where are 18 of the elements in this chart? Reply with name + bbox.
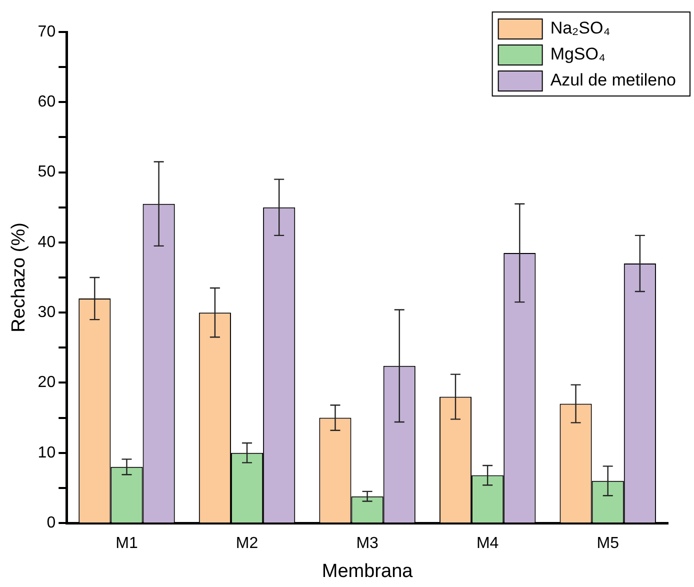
y-tick-label: 50 xyxy=(38,164,56,181)
y-tick-label: 60 xyxy=(38,94,56,111)
x-axis-title: Membrana xyxy=(322,560,414,582)
y-tick-label: 30 xyxy=(38,304,56,321)
y-tick-label: 70 xyxy=(38,23,56,40)
x-tick-label: M3 xyxy=(356,535,379,552)
y-tick-label: 0 xyxy=(46,514,56,532)
y-tick-label: 10 xyxy=(38,444,56,462)
legend-label: Na₂SO₄ xyxy=(550,18,610,38)
legend-label: MgSO₄ xyxy=(550,44,606,64)
y-tick-label: 20 xyxy=(38,374,56,392)
y-axis-title: Rechazo (%) xyxy=(8,222,30,332)
x-tick-label: M4 xyxy=(476,535,499,552)
legend-label: Azul de metileno xyxy=(550,70,676,90)
y-tick-label: 40 xyxy=(38,234,56,251)
x-tick-label: M2 xyxy=(236,535,258,552)
x-tick-label: M5 xyxy=(596,535,620,552)
x-tick-label: M1 xyxy=(116,535,138,552)
